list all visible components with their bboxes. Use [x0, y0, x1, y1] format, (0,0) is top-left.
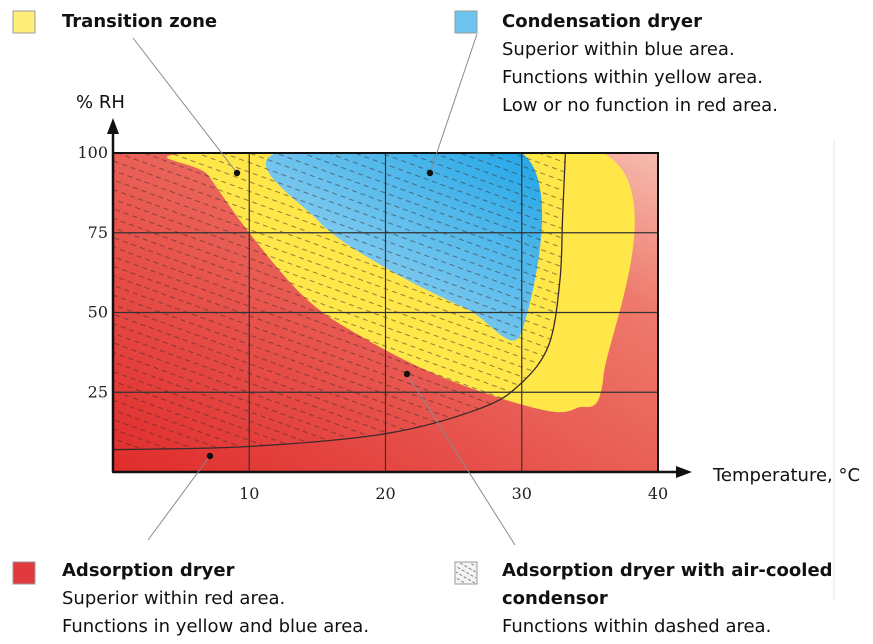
legend-air-cooled-title: Adsorption dryer with air-cooled condens…: [502, 560, 833, 609]
legend-transition: Transition zone: [62, 8, 217, 36]
leader-condensation: [429, 33, 478, 174]
x-axis-label: Temperature, °C: [713, 465, 861, 486]
legend-adsorption-title: Adsorption dryer: [62, 560, 235, 581]
leader-transition-dot: [233, 169, 241, 177]
legend-swatch-condensation: [454, 10, 478, 34]
x-tick-label: 10: [239, 484, 259, 503]
legend-condensation-line: Functions within yellow area.: [502, 67, 764, 88]
leader-adsorption-dot: [206, 452, 214, 460]
y-tick-label: 100: [77, 143, 108, 162]
legend-swatch-adsorption: [12, 561, 36, 585]
air-cooled-boundary: [113, 153, 567, 451]
leader-condensation-dot: [426, 169, 434, 177]
legend-condensation-line: Superior within blue area.: [502, 39, 735, 60]
legend-air-cooled: Adsorption dryer with air-cooled condens…: [502, 557, 842, 641]
y-axis-label: % RH: [76, 92, 125, 113]
leader-air-cooled: [406, 373, 516, 546]
leader-transition: [132, 37, 238, 174]
legend-transition-title: Transition zone: [62, 11, 218, 32]
legend-swatch-transition: [12, 10, 36, 34]
legend-air-cooled-line: Functions within dashed area.: [502, 616, 772, 637]
y-tick-label: 25: [88, 382, 108, 401]
leader-adsorption: [147, 455, 211, 541]
x-tick-label: 20: [375, 484, 395, 503]
legend-adsorption-line: Functions in yellow and blue area.: [62, 616, 370, 637]
legend-adsorption: Adsorption dryer Superior within red are…: [62, 557, 369, 641]
legend-adsorption-line: Superior within red area.: [62, 588, 286, 609]
y-axis-arrow: [107, 118, 119, 134]
x-tick-label: 40: [648, 484, 668, 503]
x-axis-arrow: [676, 466, 692, 478]
legend-condensation-title: Condensation dryer: [502, 11, 702, 32]
y-tick-label: 75: [88, 223, 108, 242]
legend-swatch-hatch: [456, 563, 476, 583]
legend-condensation-line: Low or no function in red area.: [502, 95, 778, 116]
leader-air-cooled-dot: [403, 370, 411, 378]
legend-condensation: Condensation dryer Superior within blue …: [502, 8, 778, 120]
y-tick-label: 50: [88, 303, 108, 322]
region-air-cooled-hatch: [113, 153, 566, 450]
x-tick-label: 30: [512, 484, 532, 503]
